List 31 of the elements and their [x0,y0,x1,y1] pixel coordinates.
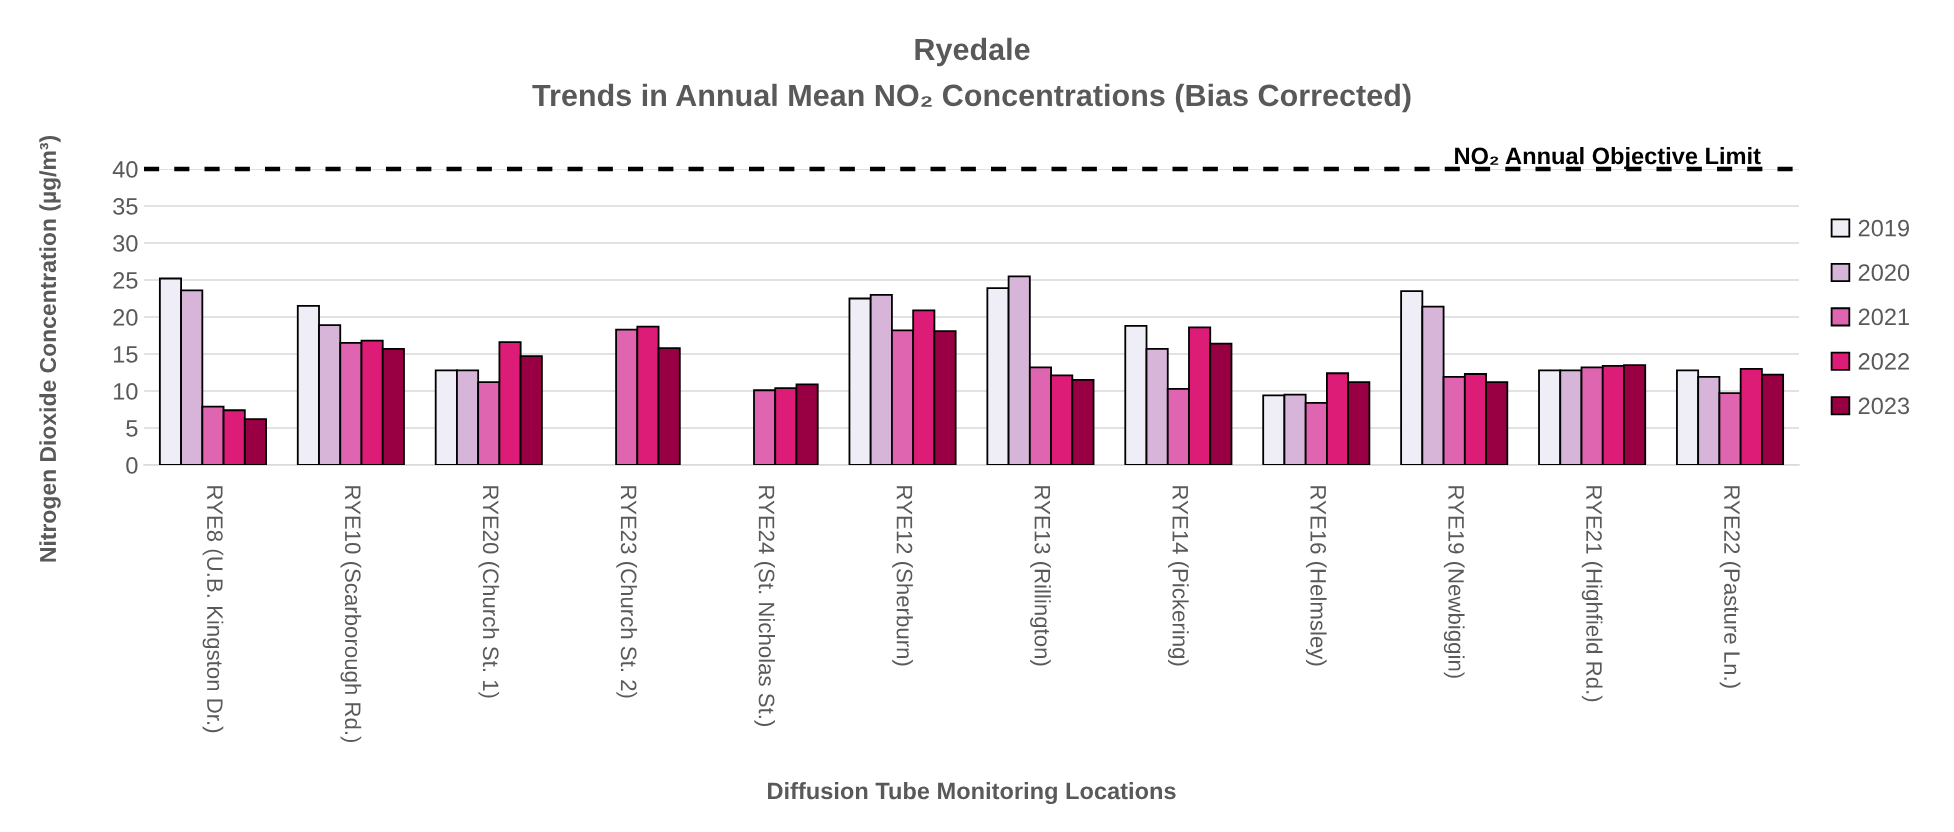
x-axis-title: Diffusion Tube Monitoring Locations [768,782,1176,805]
legend-label: 2019 [1858,219,1909,237]
x-tick-label: RYE20 (Church St. 1) [478,486,500,698]
x-tick-label: RYE12 (Sherburn) [892,486,913,666]
legend-label: 2023 [1858,397,1910,415]
chart-title: Ryedale [915,37,1030,67]
y-tick-label: 5 [126,420,138,437]
y-tick-label: 40 [112,161,138,178]
x-tick-label: RYE16 (Helmsley) [1305,486,1327,666]
x-tick-label: RYE24 (St. Nicholas St.) [754,486,775,726]
y-tick-label: 30 [113,235,138,252]
x-tick-label: RYE19 (Newbiggin) [1443,486,1465,678]
y-tick-label: 25 [113,272,138,289]
y-tick-label: 10 [113,383,138,400]
x-tick-label: RYE22 (Pasture Ln.) [1719,486,1741,688]
legend-label: 2021 [1858,308,1909,326]
y-tick-label: 0 [126,457,138,474]
chart-subtitle: Trends in Annual Mean NO₂ Concentrations (Bias Corrected) [532,83,1411,113]
y-tick-label: 35 [113,198,138,215]
y-axis-title: Nitrogen Dioxide Concentration (µg/m³) [39,136,61,562]
y-tick-label: 20 [113,309,138,326]
legend-label: 2020 [1858,264,1910,281]
ref-line-label: NO₂ Annual Objective Limit [1455,146,1761,169]
x-tick-label: RYE23 (Church St. 2) [616,486,638,698]
legend-label: 2022 [1858,353,1909,370]
x-tick-label: RYE8 (U.B. Kingston Dr.) [202,486,224,733]
x-tick-label: RYE14 (Pickering) [1168,486,1189,666]
x-tick-label: RYE21 (Highfield Rd.) [1581,486,1603,702]
x-tick-label: RYE13 (Rillington) [1030,486,1051,666]
y-tick-label: 15 [113,346,138,363]
x-tick-label: RYE10 (Scarborough Rd.) [340,486,362,743]
